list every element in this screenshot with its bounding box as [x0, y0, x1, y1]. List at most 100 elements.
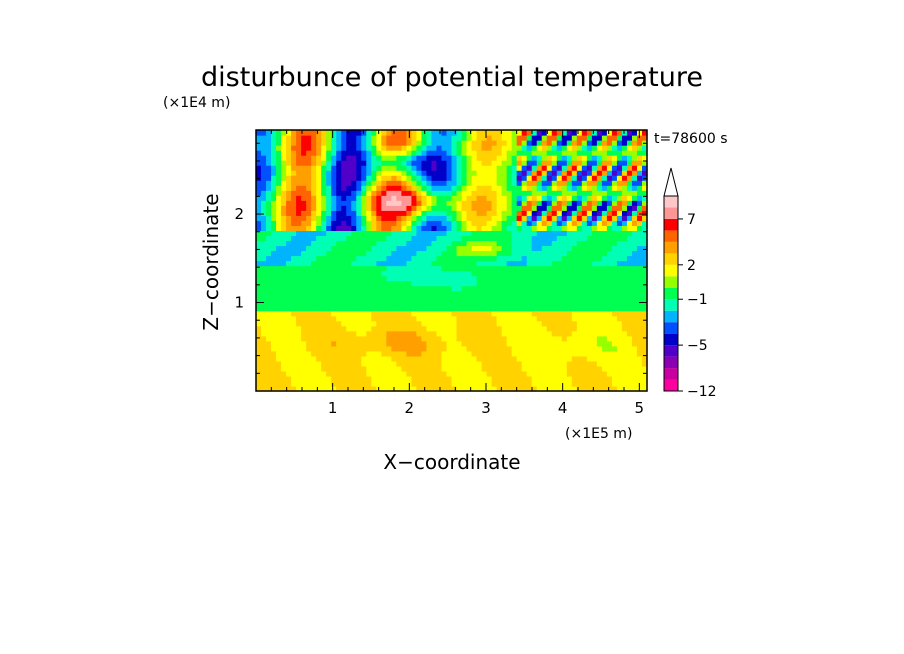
heatmap-cell [501, 280, 508, 287]
heatmap-cell [516, 285, 523, 292]
heatmap-cell [376, 290, 382, 297]
heatmap-cell [511, 275, 518, 282]
heatmap-cell [636, 295, 643, 302]
heatmap-cell [501, 370, 508, 377]
heatmap-cell [326, 155, 332, 161]
heatmap-cell [336, 335, 342, 342]
heatmap-cell [621, 385, 628, 392]
heatmap-cell [276, 265, 282, 272]
heatmap-cell [631, 270, 638, 277]
heatmap-cell [636, 220, 643, 226]
heatmap-cell [331, 260, 337, 267]
heatmap-cell [416, 145, 423, 151]
heatmap-cell [501, 315, 508, 322]
heatmap-cell [311, 275, 317, 282]
heatmap-cell [496, 170, 503, 176]
heatmap-cell [536, 365, 543, 372]
heatmap-cell [556, 320, 563, 327]
heatmap-cell [486, 250, 493, 257]
heatmap-cell [301, 195, 307, 201]
heatmap-cell [616, 290, 623, 297]
heatmap-cell [431, 245, 438, 252]
heatmap-cell [601, 145, 608, 151]
heatmap-cell [436, 295, 443, 302]
heatmap-cell [336, 325, 342, 332]
heatmap-cell [561, 280, 568, 287]
heatmap-cell [476, 185, 483, 191]
heatmap-cell [486, 200, 493, 206]
heatmap-cell [461, 135, 468, 141]
heatmap-cell [436, 190, 443, 196]
heatmap-cell [321, 175, 327, 181]
heatmap-cell [476, 220, 483, 226]
heatmap-cell [441, 165, 448, 171]
heatmap-cell [531, 385, 538, 392]
heatmap-cell [591, 255, 598, 262]
heatmap-cell [551, 315, 558, 322]
heatmap-cell [481, 185, 488, 191]
heatmap-cell [641, 195, 648, 201]
heatmap-cell [301, 150, 307, 156]
heatmap-cell [606, 140, 613, 146]
heatmap-cell [336, 380, 342, 387]
heatmap-cell [416, 270, 423, 277]
heatmap-cell [306, 155, 312, 161]
heatmap-cell [506, 205, 513, 211]
heatmap-cell [316, 250, 322, 257]
heatmap-cell [256, 220, 262, 226]
heatmap-cell [411, 315, 418, 322]
heatmap-cell [386, 285, 392, 292]
heatmap-cell [631, 230, 638, 237]
heatmap-cell [471, 175, 478, 181]
heatmap-cell [586, 210, 593, 216]
heatmap-cell [641, 180, 648, 186]
heatmap-cell [426, 375, 433, 382]
heatmap-cell [536, 220, 543, 226]
heatmap-cell [456, 270, 463, 277]
heatmap-cell [626, 335, 633, 342]
heatmap-cell [476, 345, 483, 352]
heatmap-cell [586, 280, 593, 287]
heatmap-cell [551, 175, 558, 181]
heatmap-cell [331, 335, 337, 342]
heatmap-cell [481, 335, 488, 342]
heatmap-cell [506, 250, 513, 257]
heatmap-cell [446, 240, 453, 247]
heatmap-cell [436, 305, 443, 312]
heatmap-cell [461, 255, 468, 262]
heatmap-cell [346, 305, 352, 312]
heatmap-cell [536, 385, 543, 392]
heatmap-cell [476, 235, 483, 242]
heatmap-cell [371, 225, 377, 231]
heatmap-cell [626, 225, 633, 231]
heatmap-cell [311, 280, 317, 287]
heatmap-cell [281, 135, 287, 141]
heatmap-cell [376, 260, 382, 267]
heatmap-cell [616, 345, 623, 352]
heatmap-cell [326, 275, 332, 282]
heatmap-cell [466, 130, 473, 136]
heatmap-cell [576, 280, 583, 287]
heatmap-cell [496, 310, 503, 317]
heatmap-cell [506, 230, 513, 237]
heatmap-cell [496, 270, 503, 277]
heatmap-cell [561, 265, 568, 272]
heatmap-cell [561, 225, 568, 231]
heatmap-cell [301, 360, 307, 367]
heatmap-cell [276, 370, 282, 377]
heatmap-cell [481, 330, 488, 337]
heatmap-cell [531, 230, 538, 237]
heatmap-cell [301, 330, 307, 337]
heatmap-cell [426, 300, 433, 307]
heatmap-cell [491, 310, 498, 317]
heatmap-cell [431, 140, 438, 146]
heatmap-cell [396, 280, 402, 287]
heatmap-cell [286, 165, 292, 171]
heatmap-cell [411, 370, 418, 377]
heatmap-cell [281, 225, 287, 231]
heatmap-cell [361, 355, 367, 362]
heatmap-cell [331, 225, 337, 231]
heatmap-cell [371, 145, 377, 151]
heatmap-cell [566, 165, 573, 171]
heatmap-cell [396, 170, 402, 176]
